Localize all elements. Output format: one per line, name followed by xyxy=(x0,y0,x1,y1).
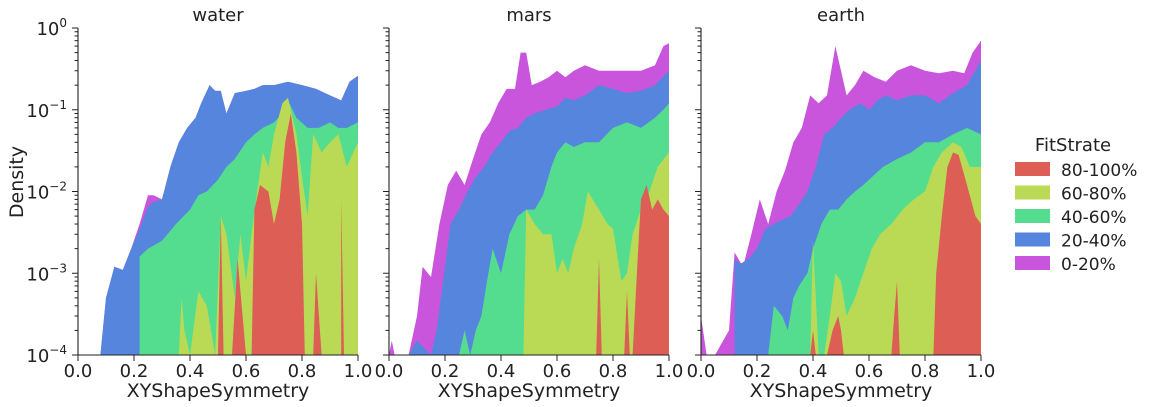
y-tick-exponent: 0 xyxy=(59,16,67,30)
x-tick-label: 0.2 xyxy=(120,361,149,382)
legend: FitStrate 80-100% 60-80% 40-60% 20-40% 0-20% xyxy=(1015,135,1137,275)
x-tick-label: 0.6 xyxy=(232,361,261,382)
x-axis-label: XYShapeSymmetry xyxy=(438,380,621,402)
panel-title: mars xyxy=(506,5,551,26)
y-tick-label: 10−2 xyxy=(26,180,67,204)
x-tick-label: 0.8 xyxy=(288,361,317,382)
y-tick-base: 10 xyxy=(26,183,49,204)
legend-title: FitStrate xyxy=(1035,135,1111,156)
legend-swatch xyxy=(1015,162,1050,176)
legend-swatch xyxy=(1015,232,1050,247)
legend-label: 0-20% xyxy=(1061,255,1116,275)
y-axis-label: Density xyxy=(6,146,28,218)
y-tick-base: 10 xyxy=(26,264,49,285)
y-tick-exponent: −1 xyxy=(49,98,67,112)
legend-label: 60-80% xyxy=(1061,185,1127,205)
x-tick-label: 0.0 xyxy=(687,361,716,382)
x-tick-label: 0.2 xyxy=(743,361,772,382)
x-tick-label: 0.6 xyxy=(855,361,884,382)
y-tick-exponent: −2 xyxy=(49,180,67,194)
y-tick-exponent: −4 xyxy=(49,343,67,357)
panel-title: earth xyxy=(817,5,865,26)
y-tick-base: 10 xyxy=(36,19,59,40)
y-tick-label: 10−3 xyxy=(26,261,67,285)
y-tick-label: 10−4 xyxy=(26,343,67,367)
y-tick-base: 10 xyxy=(26,101,49,122)
panel-earth: 0.0 0.2 0.4 0.6 0.8 1.0 XYShapeSymmetry earth xyxy=(687,5,996,402)
panel-title: water xyxy=(192,5,244,26)
area-water-80-100% xyxy=(218,113,344,355)
x-tick-label: 1.0 xyxy=(655,361,684,382)
y-tick-label: 100 xyxy=(36,16,67,40)
x-axis-label: XYShapeSymmetry xyxy=(750,380,933,402)
x-tick-label: 0.8 xyxy=(599,361,628,382)
x-tick-label: 0.4 xyxy=(487,361,516,382)
x-tick-label: 0.4 xyxy=(176,361,205,382)
x-tick-label: 0.8 xyxy=(911,361,940,382)
legend-swatch xyxy=(1015,209,1050,223)
panel-mars: 0.0 0.2 0.4 0.6 0.8 1.0 XYShapeSymmetry mars xyxy=(375,5,684,402)
area-mars-80-100% xyxy=(596,185,669,355)
x-tick-label: 0.0 xyxy=(64,361,93,382)
x-tick-label: 0.0 xyxy=(375,361,404,382)
y-tick-label: 10−1 xyxy=(26,98,67,122)
legend-label: 20-40% xyxy=(1061,232,1127,252)
x-axis-label: XYShapeSymmetry xyxy=(127,380,310,402)
x-tick-label: 1.0 xyxy=(967,361,996,382)
area-earth-80-100% xyxy=(810,152,981,355)
legend-label: 40-60% xyxy=(1061,208,1127,228)
x-tick-label: 1.0 xyxy=(344,361,373,382)
legend-swatch xyxy=(1015,185,1050,200)
x-tick-label: 0.2 xyxy=(431,361,460,382)
y-tick-base: 10 xyxy=(26,346,49,367)
area-mars-60-80% xyxy=(523,152,669,355)
x-tick-label: 0.6 xyxy=(543,361,572,382)
legend-label: 80-100% xyxy=(1061,161,1137,181)
x-tick-label: 0.4 xyxy=(799,361,828,382)
legend-swatch xyxy=(1015,256,1050,270)
y-tick-exponent: −3 xyxy=(49,261,67,275)
